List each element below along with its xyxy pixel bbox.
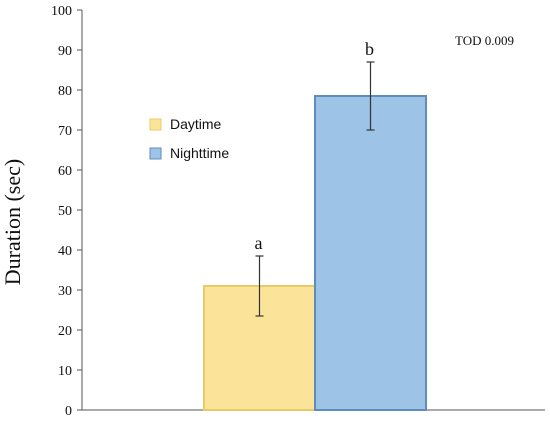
- y-tick-label: 20: [58, 324, 72, 339]
- y-tick-label: 60: [58, 164, 72, 179]
- legend-label-nighttime: Nighttime: [170, 145, 229, 161]
- significance-letters: ab: [255, 39, 375, 253]
- y-axis-label: Duration (sec): [0, 159, 25, 285]
- legend: Daytime Nighttime: [149, 116, 229, 161]
- error-bars: [255, 61, 375, 317]
- y-axis: 0 10 20 30 40 50 60 70 80 90 100: [51, 4, 545, 419]
- tod-annotation: TOD 0.009: [455, 33, 514, 48]
- bars: [203, 95, 427, 411]
- y-tick-label: 30: [58, 284, 72, 299]
- y-tick-label: 0: [65, 404, 72, 419]
- y-tick-label: 10: [58, 364, 72, 379]
- y-tick-label: 40: [58, 244, 72, 259]
- y-tick-label: 70: [58, 124, 72, 139]
- y-tick-label: 80: [58, 84, 72, 99]
- y-tick-label: 100: [51, 4, 72, 19]
- legend-swatch-nighttime: [149, 147, 162, 160]
- y-tick-label: 50: [58, 204, 72, 219]
- significance-label-daytime: a: [255, 233, 263, 253]
- significance-label-nighttime: b: [365, 39, 374, 59]
- bar-nighttime: [314, 95, 427, 411]
- legend-label-daytime: Daytime: [170, 116, 222, 132]
- legend-swatch-daytime: [149, 118, 162, 131]
- y-tick-label: 90: [58, 44, 72, 59]
